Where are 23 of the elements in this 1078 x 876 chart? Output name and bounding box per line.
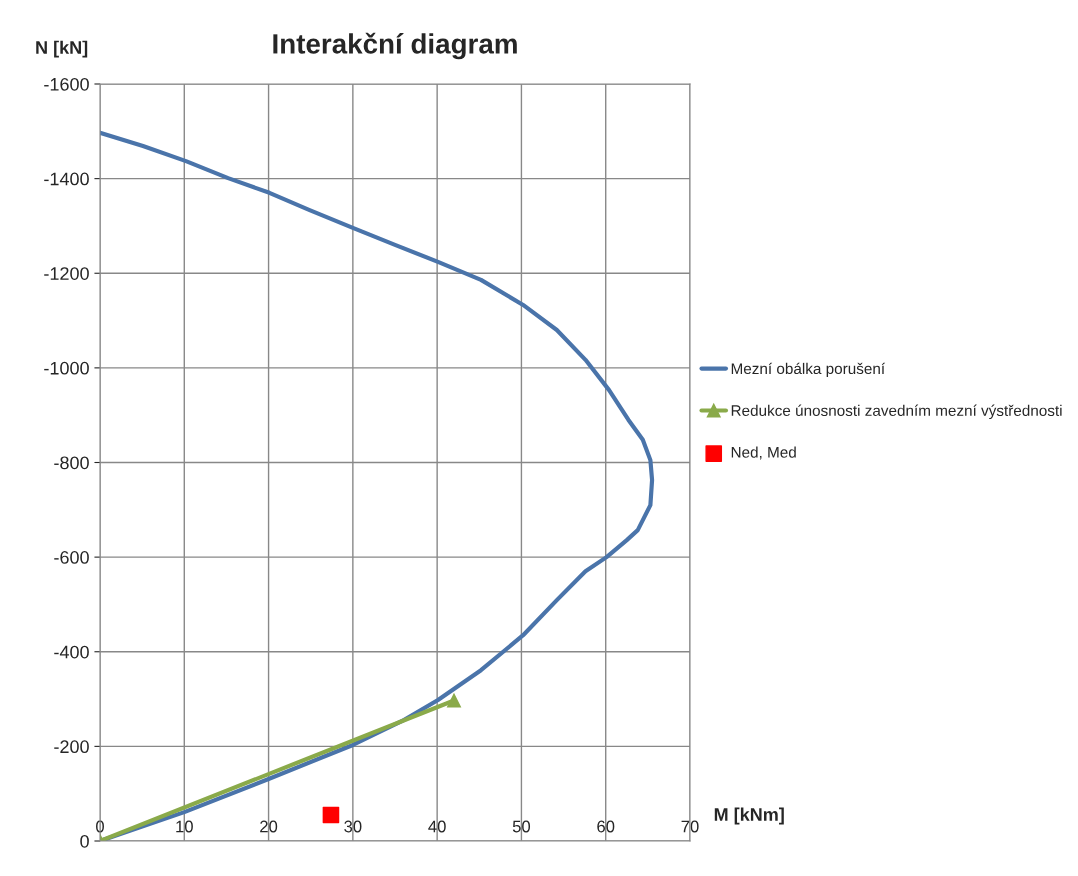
- y-tick-label: 0: [80, 834, 89, 848]
- x-tick-label: 60: [597, 820, 615, 833]
- y-tick-label: -1000: [44, 361, 89, 375]
- y-tick-label: -200: [54, 740, 89, 754]
- y-axis-title: N [kN]: [36, 40, 88, 58]
- x-tick-label: 20: [260, 820, 278, 833]
- x-tick-label: 50: [512, 820, 531, 833]
- x-tick-label: 70: [681, 820, 699, 833]
- y-tick-label: -600: [54, 551, 89, 564]
- y-tick-label: -1200: [44, 267, 89, 280]
- x-tick-label: 30: [344, 820, 362, 833]
- legend-label: Redukce únosnosti zavedním mezní výstřednosti: [731, 404, 1062, 420]
- y-tick-label: -1600: [44, 77, 89, 91]
- legend-label: Mezní obálka porušení: [731, 362, 886, 378]
- legend-label: Ned, Med: [731, 446, 796, 460]
- y-tick-label: -800: [54, 456, 89, 470]
- x-tick-label: 0: [96, 820, 104, 833]
- y-tick-label: -1400: [44, 172, 89, 186]
- x-tick-label: 10: [176, 820, 193, 833]
- y-tick-label: -400: [54, 645, 89, 659]
- x-tick-label: 40: [428, 820, 446, 833]
- x-axis-title: M [kNm]: [714, 807, 784, 825]
- chart-title: Interakční diagram: [273, 32, 517, 60]
